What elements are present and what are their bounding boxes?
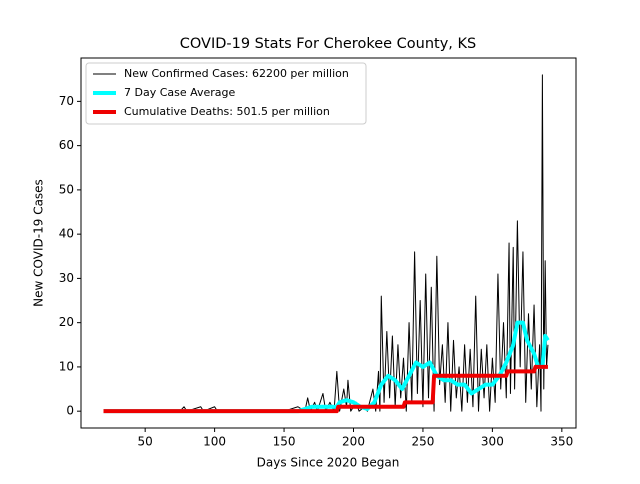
y-tick-label: 40 (59, 227, 74, 241)
y-axis-label: New COVID-19 Cases (32, 179, 46, 307)
series-line (103, 364, 548, 414)
y-tick-label: 0 (66, 404, 74, 418)
x-tick-label: 50 (138, 435, 153, 449)
legend-label: New Confirmed Cases: 62200 per million (124, 67, 349, 80)
y-tick-label: 70 (59, 94, 74, 108)
x-tick-label: 200 (342, 435, 365, 449)
legend-label: 7 Day Case Average (124, 86, 236, 99)
series-line (103, 320, 550, 414)
x-tick-label: 250 (411, 435, 434, 449)
chart-title: COVID-19 Stats For Cherokee County, KS (180, 36, 476, 52)
y-tick-label: 20 (59, 315, 74, 329)
x-tick-label: 300 (481, 435, 504, 449)
x-axis-label: Days Since 2020 Began (257, 456, 400, 470)
y-tick-label: 50 (59, 182, 74, 196)
y-tick-label: 10 (59, 359, 74, 373)
legend-label: Cumulative Deaths: 501.5 per million (124, 105, 330, 118)
x-tick-label: 100 (203, 435, 226, 449)
plot-frame (80, 57, 577, 429)
legend-box (85, 62, 367, 125)
x-tick-label: 350 (550, 435, 573, 449)
legend: New Confirmed Cases: 62200 per million 7 … (85, 62, 367, 125)
x-tick-label: 150 (273, 435, 296, 449)
y-tick-label: 60 (59, 138, 74, 152)
y-tick-label: 30 (59, 271, 74, 285)
